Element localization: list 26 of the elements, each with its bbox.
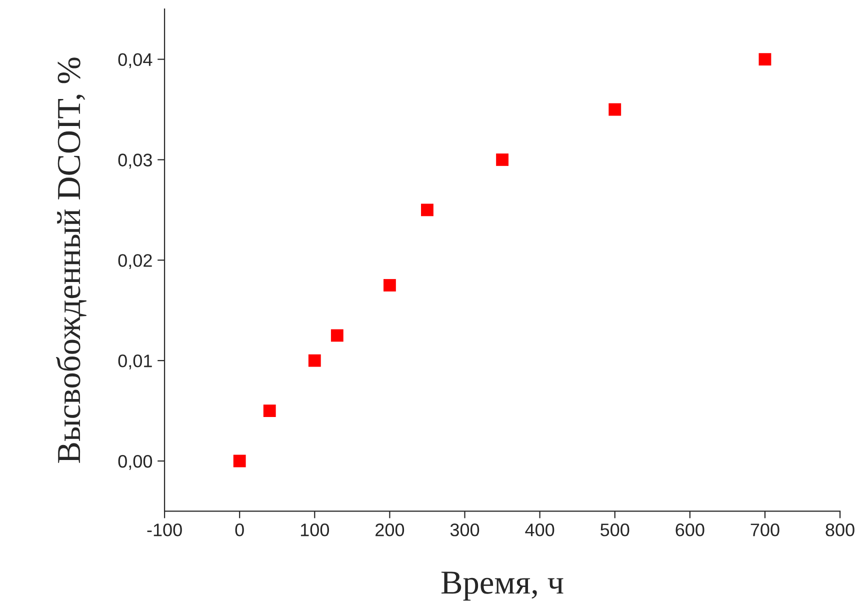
y-tick-label: 0,01: [118, 354, 152, 370]
x-tick-label: -100: [147, 524, 182, 536]
y-tick-label: 0,02: [118, 254, 152, 270]
x-tick-label: 300: [450, 524, 480, 536]
point: [263, 404, 276, 418]
x-tick-label: 0: [235, 524, 244, 536]
y-tick-label: 0,04: [118, 53, 152, 68]
point: [383, 279, 396, 292]
x-axis-title: Время, ч: [441, 572, 564, 601]
x-tick-label: 500: [600, 524, 630, 536]
x-tick-label: 600: [676, 524, 704, 536]
point: [330, 329, 344, 342]
point: [308, 354, 321, 367]
x-tick-label: 100: [300, 524, 330, 536]
point: [421, 204, 434, 216]
point: [233, 454, 246, 468]
x-tick-label: 400: [525, 524, 554, 536]
point: [608, 103, 622, 116]
point: [758, 53, 772, 66]
x-tick-label: 200: [376, 524, 404, 536]
point: [496, 154, 508, 166]
y-tick-label: 0,00: [118, 454, 152, 470]
y-axis-title: Высвобожденный DCOIT, %: [56, 58, 86, 463]
x-tick-label: 800: [826, 524, 854, 536]
x-tick-label: 700: [750, 524, 780, 536]
y-tick-label: 0,03: [118, 154, 152, 169]
